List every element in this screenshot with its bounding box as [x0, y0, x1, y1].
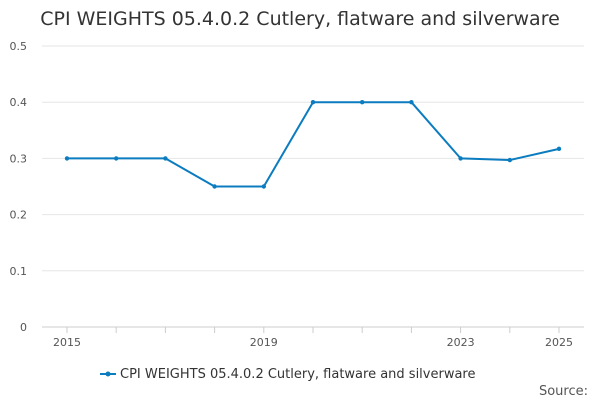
x-tick-label: 2019 [250, 336, 278, 349]
data-point[interactable] [409, 100, 414, 105]
data-point[interactable] [310, 100, 316, 105]
data-point[interactable] [507, 157, 512, 163]
x-axis: 2015 2019 2023 2025 [42, 326, 584, 349]
data-point[interactable] [114, 156, 119, 161]
x-tick-label: 2023 [447, 336, 475, 349]
y-tick-label: 0.2 [10, 209, 28, 222]
data-point[interactable] [212, 184, 217, 189]
legend-marker-dot [105, 371, 111, 377]
x-tick-label: 2015 [53, 336, 81, 349]
y-axis: 0 0.1 0.2 0.3 0.4 0.5 [10, 40, 28, 334]
series-layer [64, 100, 562, 189]
data-point[interactable] [458, 156, 463, 161]
data-point[interactable] [64, 156, 70, 161]
y-tick-label: 0 [20, 321, 27, 334]
y-tick-label: 0.1 [10, 265, 28, 278]
y-tick-label: 0.3 [10, 152, 28, 165]
data-point[interactable] [360, 100, 365, 105]
y-tick-label: 0.5 [10, 40, 28, 53]
series-line [67, 101, 560, 188]
data-point[interactable] [556, 146, 562, 152]
y-tick-label: 0.4 [10, 96, 28, 109]
legend-item-label: CPI WEIGHTS 05.4.0.2 Cutlery, flatware a… [120, 367, 476, 382]
legend[interactable]: CPI WEIGHTS 05.4.0.2 Cutlery, flatware a… [100, 367, 476, 382]
x-tick-label: 2025 [545, 336, 573, 349]
data-point[interactable] [163, 156, 168, 161]
data-point[interactable] [261, 184, 266, 189]
chart-title: CPI WEIGHTS 05.4.0.2 Cutlery, flatware a… [40, 8, 560, 30]
source-label: Source: [539, 384, 588, 399]
